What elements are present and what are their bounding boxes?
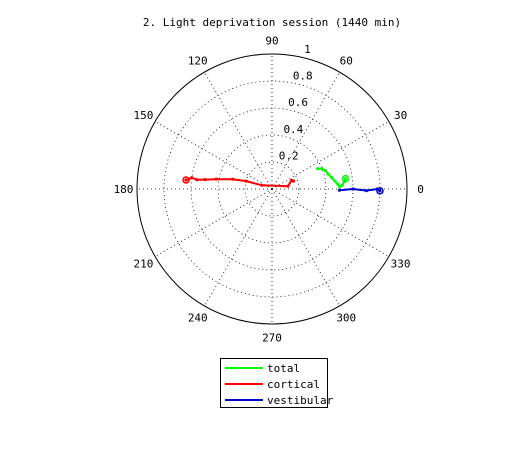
grid-ring-1	[217, 134, 327, 244]
angle-tick-label-150: 150	[133, 109, 153, 122]
grid-spoke-120	[204, 71, 273, 190]
tick-labels: 0 30 60 90 120 150 180 210 240 270 300 330 0.2 0.4 0.6…	[114, 35, 424, 345]
radial-tick-label-0: 0.2	[279, 149, 299, 162]
angle-tick-label-60: 60	[340, 54, 353, 67]
series-endpoint-cortical	[182, 176, 190, 184]
grid-spoke-150	[154, 121, 273, 190]
legend-item-vestibular: vestibular	[225, 393, 333, 407]
angle-tick-label-120: 120	[188, 54, 208, 67]
angle-tick-label-330: 330	[391, 257, 411, 270]
legend-label-cortical: cortical	[267, 377, 320, 391]
grid-spoke-60	[271, 71, 340, 190]
series-point-total-5	[333, 179, 337, 183]
series-point-cortical-3	[260, 183, 264, 187]
series-point-cortical-4	[244, 179, 248, 183]
series-point-vestibular-4	[378, 189, 382, 193]
grid-spoke-300	[271, 188, 340, 307]
series-endpoint-vestibular	[376, 187, 384, 195]
series-point-total-0	[316, 167, 320, 171]
angle-tick-label-180: 180	[114, 183, 134, 196]
angle-tick-label-270: 270	[262, 332, 282, 345]
series-point-total-10	[343, 177, 348, 181]
series-point-cortical-10	[184, 178, 188, 182]
grid-spoke-210	[154, 188, 273, 257]
legend-item-cortical: cortical	[225, 377, 320, 391]
series-point-vestibular-2	[364, 189, 369, 193]
radial-tick-label-1: 0.4	[283, 123, 303, 136]
series-point-total-1	[320, 167, 324, 171]
series-point-vestibular-0	[337, 188, 342, 192]
series-point-total-7	[337, 185, 342, 189]
series-endpoint-total	[341, 174, 350, 183]
legend-swatch-total	[225, 367, 263, 369]
series-point-total-3	[326, 172, 330, 176]
radial-tick-label-2: 0.6	[288, 96, 308, 109]
series-point-cortical-1	[290, 178, 294, 182]
grid-spoke-240	[204, 188, 273, 307]
series-point-cortical-2	[286, 184, 290, 188]
series-point-cortical-9	[190, 176, 194, 180]
series-point-cortical-7	[203, 178, 207, 182]
grid-ring-0	[244, 161, 300, 217]
legend-swatch-cortical	[225, 383, 263, 385]
series-point-total-2	[324, 168, 328, 173]
series-point-cortical-5	[231, 177, 235, 181]
series-line-cortical	[185, 176, 295, 188]
outer-ring	[136, 53, 408, 325]
angle-tick-label-90: 90	[265, 35, 278, 48]
legend-label-vestibular: vestibular	[267, 393, 334, 407]
legend: total cortical vestibular	[220, 358, 333, 408]
series-point-total-6	[336, 182, 340, 186]
legend-label-total: total	[267, 361, 301, 375]
angle-tick-label-30: 30	[394, 109, 407, 122]
grid-spoke-330	[271, 188, 390, 257]
series-point-vestibular-1	[351, 187, 355, 191]
angle-tick-label-240: 240	[188, 312, 208, 325]
polar-grid	[136, 53, 408, 325]
series-point-total-8	[340, 183, 344, 187]
grid-spoke-30	[271, 121, 390, 190]
radial-tick-label-4: 1	[304, 43, 311, 56]
radial-tick-label-3: 0.8	[293, 70, 313, 83]
angle-tick-label-300: 300	[336, 312, 356, 325]
angle-tick-label-210: 210	[133, 257, 153, 270]
legend-swatch-vestibular	[225, 399, 263, 401]
series-point-cortical-8	[195, 178, 199, 182]
series-point-total-4	[330, 175, 334, 180]
data-series	[182, 167, 384, 195]
angle-tick-label-0: 0	[417, 183, 424, 196]
legend-item-total: total	[225, 361, 300, 375]
series-line-vestibular	[339, 187, 381, 192]
series-point-cortical-6	[214, 177, 218, 181]
chart-title: 2. Light deprivation session (1440 min)	[143, 16, 401, 29]
